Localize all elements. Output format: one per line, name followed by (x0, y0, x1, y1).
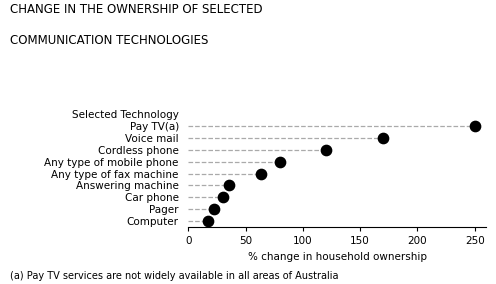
Point (219, 195, 227, 200)
Point (379, 135, 387, 140)
X-axis label: % change in household ownership: % change in household ownership (248, 252, 427, 262)
Point (322, 147, 330, 152)
Text: CHANGE IN THE OWNERSHIP OF SELECTED: CHANGE IN THE OWNERSHIP OF SELECTED (10, 3, 262, 16)
Point (204, 219, 212, 224)
Point (210, 207, 218, 212)
Text: COMMUNICATION TECHNOLOGIES: COMMUNICATION TECHNOLOGIES (10, 34, 208, 47)
Point (471, 124, 479, 128)
Point (256, 171, 264, 176)
Text: (a) Pay TV services are not widely available in all areas of Australia: (a) Pay TV services are not widely avail… (10, 271, 338, 281)
Point (276, 159, 284, 164)
Point (225, 183, 233, 188)
